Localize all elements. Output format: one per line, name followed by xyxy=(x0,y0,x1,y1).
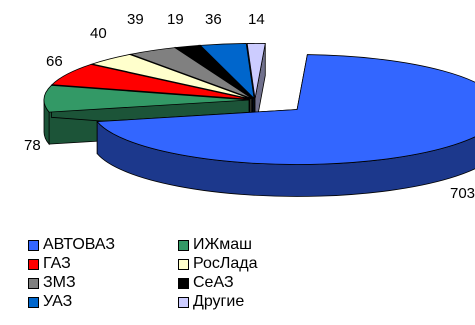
slice-Другие xyxy=(246,42,266,99)
data-label: 39 xyxy=(127,11,144,28)
data-label: 66 xyxy=(46,53,63,70)
slice-ЗМЗ xyxy=(129,47,253,99)
data-label: 40 xyxy=(90,25,107,42)
data-label: 19 xyxy=(167,11,184,28)
slice-ГАЗ xyxy=(51,63,250,100)
data-label: 703 xyxy=(450,185,475,202)
data-label: 14 xyxy=(248,11,265,28)
slice-ИЖмаш xyxy=(43,84,250,113)
slice-СеАЗ xyxy=(174,44,254,99)
slice-РосЛада xyxy=(90,54,252,100)
slice-УАЗ xyxy=(199,43,255,100)
data-label: 36 xyxy=(205,11,222,28)
data-label: 78 xyxy=(24,137,41,154)
slice-АВТОВАЗ xyxy=(96,54,475,165)
